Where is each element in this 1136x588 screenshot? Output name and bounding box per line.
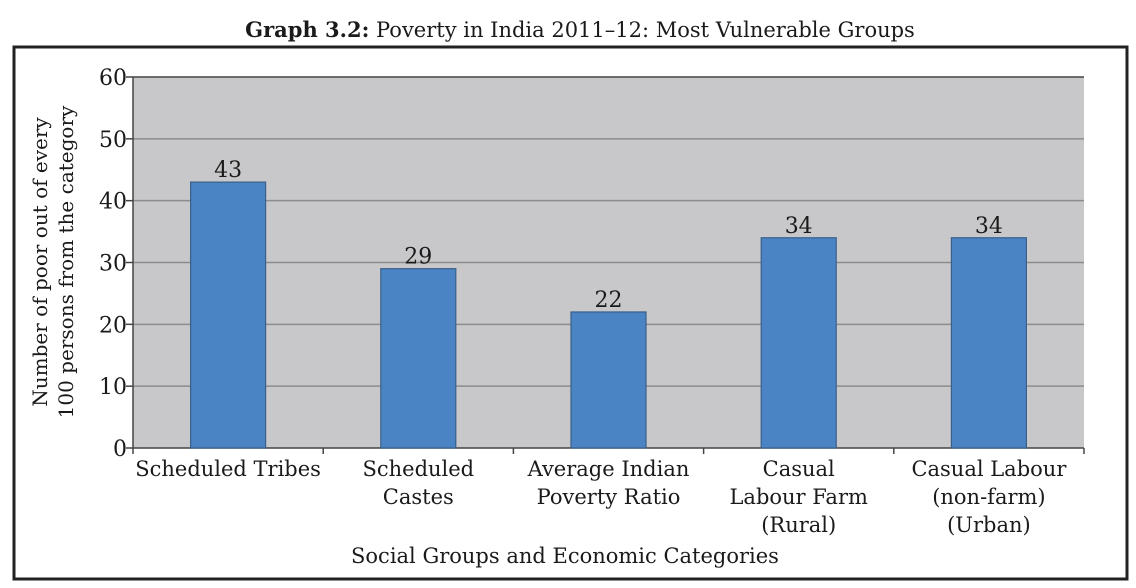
y-tick-label: 50 (99, 128, 127, 153)
data-label: 34 (975, 214, 1003, 239)
y-tick-label: 60 (99, 66, 127, 91)
chart-title: Graph 3.2: Poverty in India 2011–12: Mos… (245, 17, 915, 42)
x-tick-label: Casual (763, 457, 835, 481)
data-label: 34 (785, 214, 813, 239)
chart-title-gap (369, 18, 376, 42)
x-tick-label: Scheduled (362, 457, 474, 481)
y-tick-label: 10 (99, 375, 127, 400)
data-label: 29 (404, 245, 432, 270)
y-axis-label: 100 persons from the category (54, 105, 78, 418)
x-tick-label: (non-farm) (932, 485, 1045, 509)
chart-frame (12, 45, 1129, 581)
y-tick-label: 20 (99, 313, 127, 338)
bar (760, 237, 837, 449)
x-tick-label: Poverty Ratio (537, 485, 681, 509)
x-tick-label: Average Indian (527, 457, 690, 481)
y-tick-label: 30 (99, 252, 127, 277)
y-axis-label: Number of poor out of every (28, 117, 52, 407)
x-tick-label: Labour Farm (729, 485, 867, 509)
bar (950, 237, 1028, 449)
chart-title-label: Graph 3.2: (245, 17, 369, 42)
plot-group: 0 10 20 30 40 50 60 43 Scheduled Tribes 29 Schedul… (28, 66, 1085, 568)
data-label: 43 (214, 158, 242, 183)
x-tick-label: (Urban) (947, 513, 1031, 537)
bar (190, 181, 267, 449)
x-tick-label: Scheduled Tribes (135, 457, 321, 481)
bar (380, 268, 457, 449)
x-tick-label: (Rural) (761, 513, 836, 537)
data-label: 22 (595, 288, 623, 313)
y-tick-label: 0 (113, 437, 127, 462)
x-axis-label: Social Groups and Economic Categories (351, 544, 779, 568)
x-tick-label: Casual Labour (911, 457, 1067, 481)
x-tick-label: Castes (383, 485, 454, 509)
bar (570, 311, 647, 449)
y-tick-label: 40 (99, 190, 127, 215)
chart-title-text: Poverty in India 2011–12: Most Vulnerabl… (376, 18, 915, 42)
